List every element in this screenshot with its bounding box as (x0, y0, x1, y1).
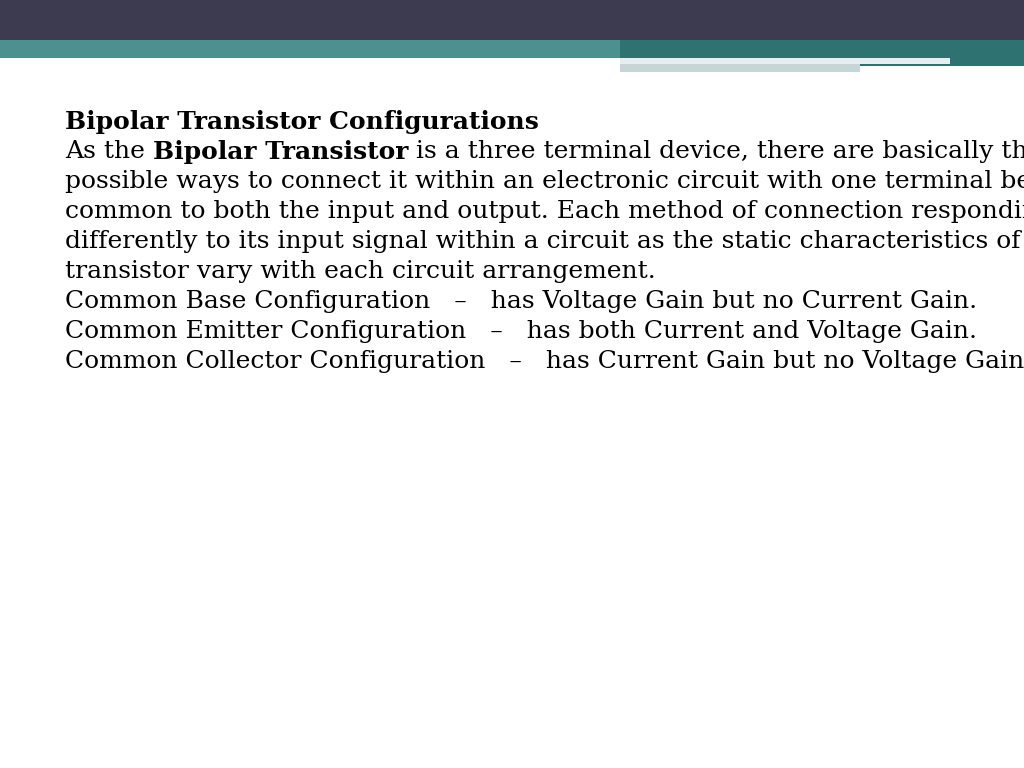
Text: common to both the input and output. Each method of connection responding: common to both the input and output. Eac… (65, 200, 1024, 223)
Text: Common Emitter Configuration   –   has both Current and Voltage Gain.: Common Emitter Configuration – has both … (65, 320, 977, 343)
Bar (620, 58, 950, 64)
Text: possible ways to connect it within an electronic circuit with one terminal being: possible ways to connect it within an el… (65, 170, 1024, 193)
Text: is a three terminal device, there are basically three: is a three terminal device, there are ba… (409, 140, 1024, 163)
Text: Common Base Configuration   –   has Voltage Gain but no Current Gain.: Common Base Configuration – has Voltage … (65, 290, 977, 313)
Text: Bipolar Transistor Configurations: Bipolar Transistor Configurations (65, 110, 539, 134)
Text: As the: As the (65, 140, 153, 163)
Text: differently to its input signal within a circuit as the static characteristics o: differently to its input signal within a… (65, 230, 1024, 253)
Bar (620, 40, 1024, 66)
Text: Bipolar Transistor: Bipolar Transistor (153, 140, 409, 164)
Bar (620, 64, 860, 72)
Text: transistor vary with each circuit arrangement.: transistor vary with each circuit arrang… (65, 260, 655, 283)
Bar (0, 0, 1024, 40)
Bar (0, 40, 620, 58)
Text: Common Collector Configuration   –   has Current Gain but no Voltage Gain.: Common Collector Configuration – has Cur… (65, 350, 1024, 373)
